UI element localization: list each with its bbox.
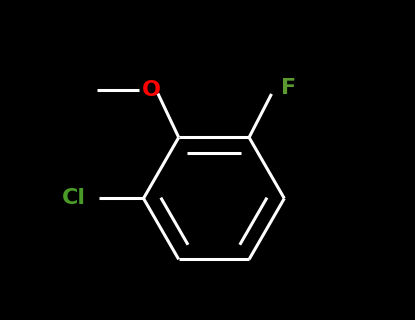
Text: F: F <box>281 77 296 98</box>
Text: Cl: Cl <box>62 188 86 208</box>
Text: O: O <box>142 80 161 100</box>
